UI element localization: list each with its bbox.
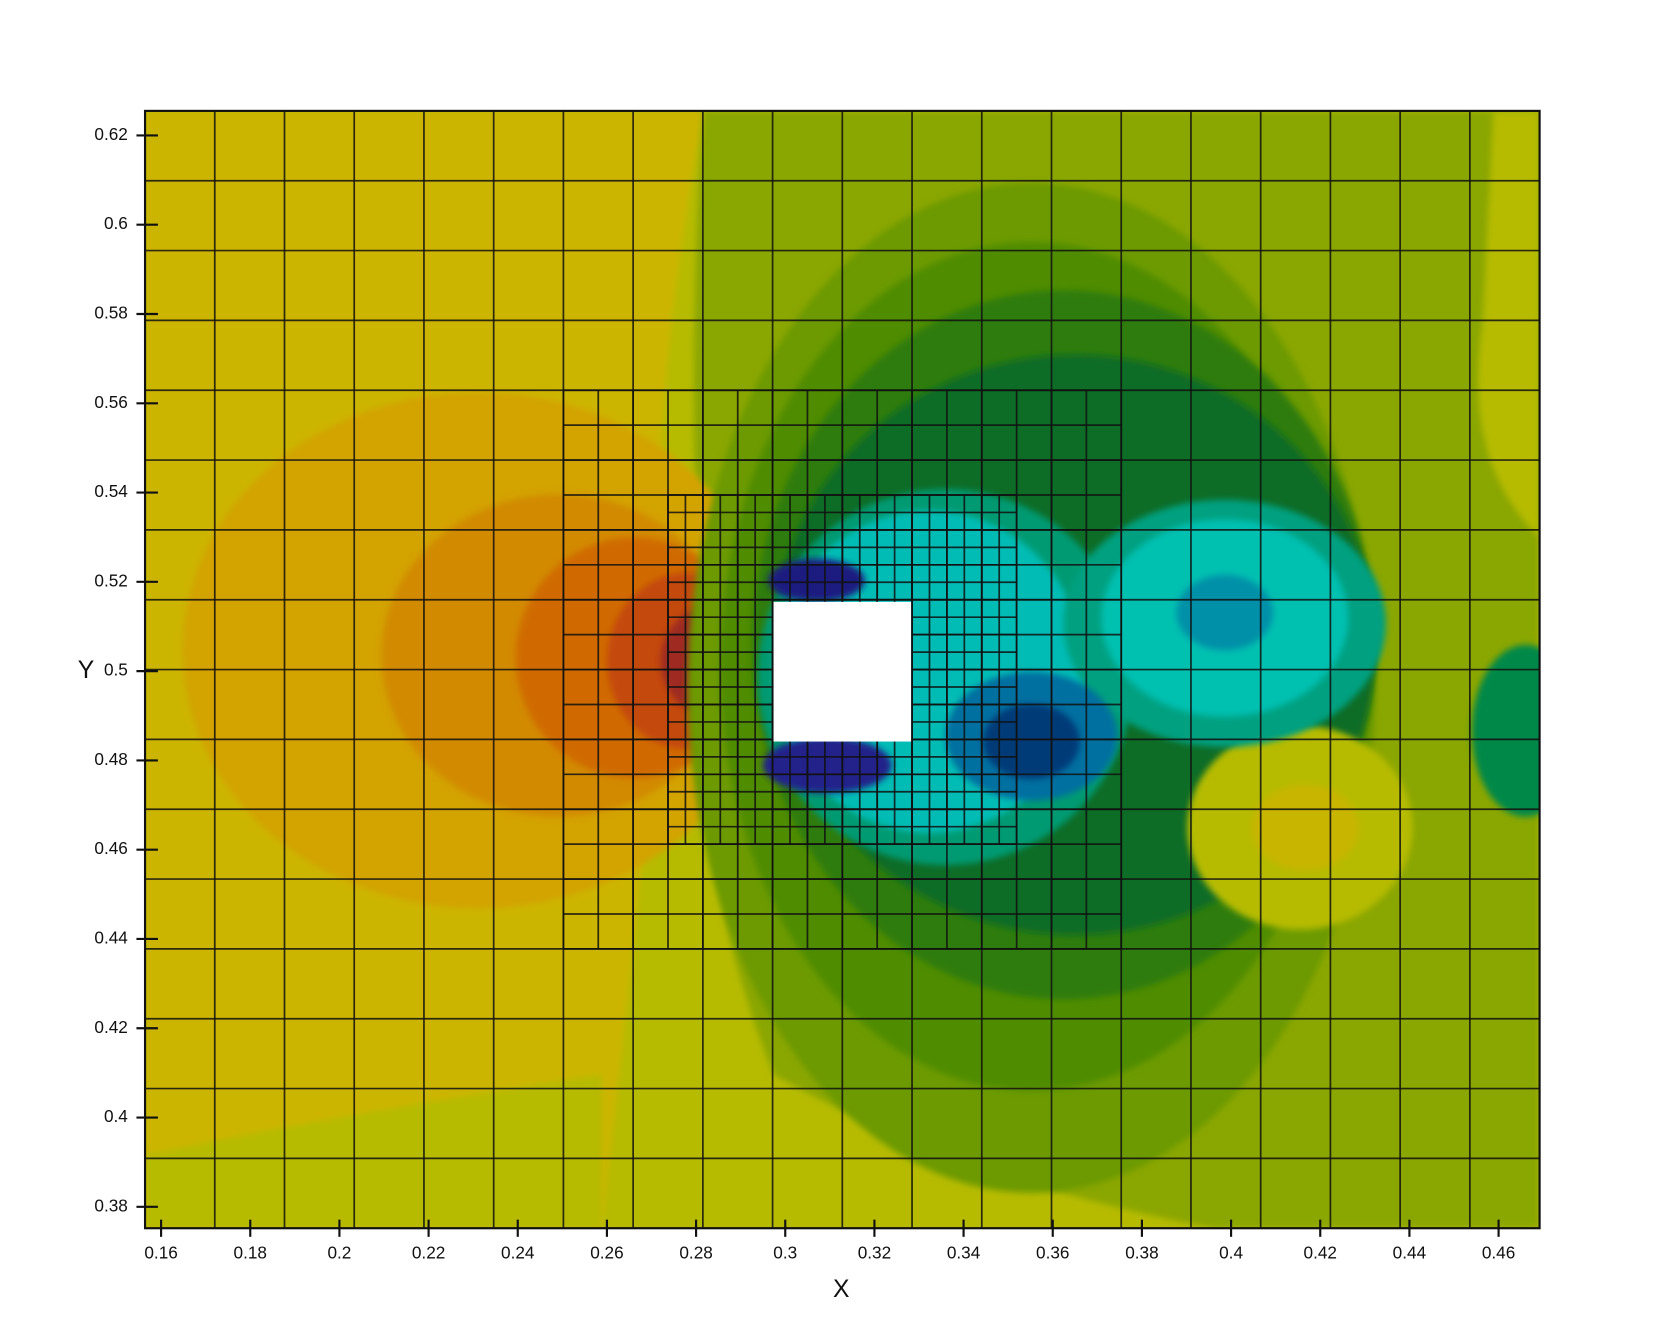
y-tick-label: 0.62 — [94, 124, 127, 144]
y-tick-label: 0.46 — [94, 838, 127, 858]
x-tick-label: 0.3 — [773, 1243, 797, 1263]
x-tick-label: 0.32 — [858, 1243, 891, 1263]
x-tick-label: 0.44 — [1393, 1243, 1427, 1263]
plot-frame — [143, 109, 1541, 1230]
y-tick-label: 0.42 — [94, 1017, 127, 1037]
y-tick-label: 0.48 — [94, 749, 127, 769]
x-tick-label: 0.36 — [1036, 1243, 1069, 1263]
x-tick-label: 0.26 — [590, 1243, 623, 1263]
x-tick-label: 0.16 — [144, 1243, 177, 1263]
field — [145, 110, 1540, 1229]
contour-band — [145, 1074, 602, 1229]
contour-band — [768, 558, 865, 602]
contour-band — [1478, 110, 1540, 538]
axes: 0.16 0.18 0.2 0.22 0.24 0.26 0.28 0.3 0.32 0.34 0.… — [94, 124, 1515, 1263]
x-tick-label: 0.28 — [679, 1243, 712, 1263]
y-tick-label: 0.56 — [94, 392, 127, 412]
y-tick-label: 0.5 — [104, 660, 128, 680]
contour-band — [1471, 644, 1540, 817]
x-tick-label: 0.46 — [1482, 1243, 1515, 1263]
y-tick-label: 0.6 — [104, 213, 128, 233]
contour-band — [1176, 575, 1274, 651]
contour-band — [983, 703, 1080, 780]
y-tick-label: 0.44 — [94, 928, 128, 948]
y-tick-label: 0.4 — [104, 1106, 128, 1126]
x-tick-label: 0.38 — [1125, 1243, 1158, 1263]
y-tick-label: 0.58 — [94, 303, 127, 323]
y-axis-title: Y — [78, 657, 94, 684]
x-tick-label: 0.4 — [1219, 1243, 1243, 1263]
x-tick-label: 0.22 — [412, 1243, 445, 1263]
contour-band — [762, 737, 892, 794]
y-tick-label: 0.52 — [94, 570, 127, 590]
obstacle — [773, 601, 912, 742]
contour-band — [1251, 784, 1360, 871]
x-tick-label: 0.42 — [1304, 1243, 1337, 1263]
x-tick-label: 0.2 — [327, 1243, 351, 1263]
x-tick-label: 0.24 — [501, 1243, 535, 1263]
y-tick-label: 0.38 — [94, 1195, 127, 1215]
y-tick-label: 0.54 — [94, 481, 128, 501]
x-tick-label: 0.18 — [234, 1243, 267, 1263]
x-tick-label: 0.34 — [947, 1243, 981, 1263]
x-axis-title: X — [833, 1276, 849, 1303]
